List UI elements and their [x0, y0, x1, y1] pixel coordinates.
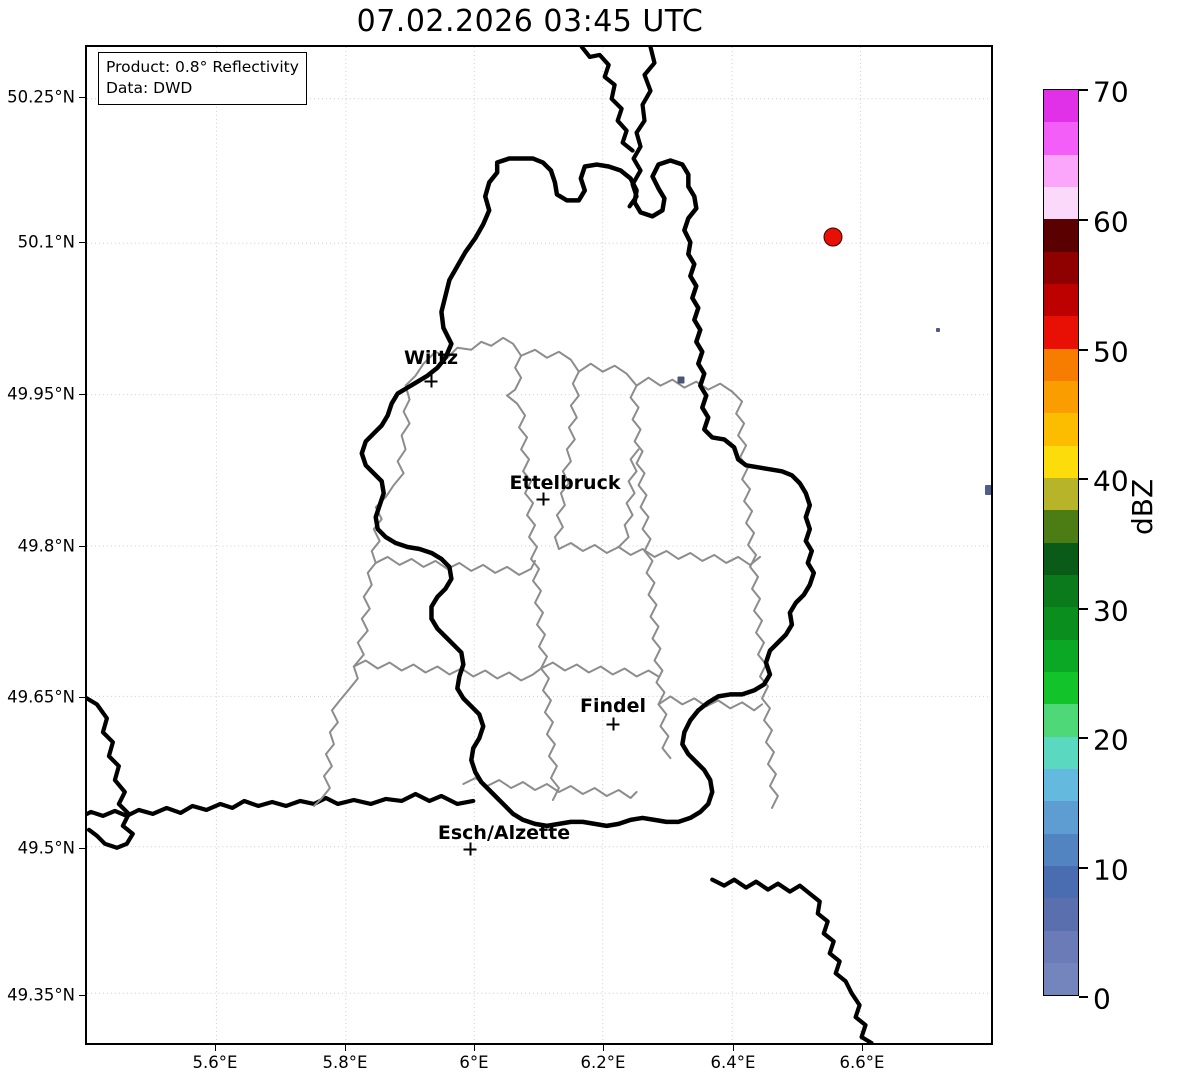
- colorbar-segment: [1044, 477, 1078, 511]
- data-source-line: Data: DWD: [106, 78, 193, 97]
- page-title: 07.02.2026 03:45 UTC: [356, 4, 704, 39]
- colorbar-tick-label: 20: [1093, 723, 1129, 757]
- colorbar-segment: [1044, 898, 1078, 931]
- city-label-findel: Findel: [579, 695, 647, 717]
- colorbar-segment: [1044, 348, 1078, 381]
- latitude-tick-label: 49.35°N: [7, 985, 75, 1005]
- colorbar-segment: [1044, 574, 1078, 608]
- colorbar-segment: [1044, 962, 1078, 996]
- colorbar-segment: [1044, 283, 1078, 317]
- colorbar-segment: [1044, 930, 1078, 963]
- colorbar-segment: [1044, 413, 1078, 446]
- colorbar-tick-label: 60: [1093, 205, 1129, 239]
- longitude-tick-mark: [603, 1045, 604, 1051]
- colorbar-segment: [1044, 154, 1078, 187]
- luxembourg-outline: [359, 156, 817, 829]
- latitude-tick-label: 50.1°N: [17, 232, 75, 252]
- colorbar-segment: [1044, 833, 1078, 866]
- longitude-tick-mark: [215, 1045, 216, 1051]
- product-info-box: Product: 0.8° Reflectivity Data: DWD: [98, 52, 307, 105]
- national-borders: [87, 47, 874, 1043]
- colorbar-tick-mark: [1079, 737, 1088, 739]
- map-canvas: [87, 47, 991, 1043]
- colorbar-segment: [1044, 316, 1078, 349]
- longitude-axis: 5.6°E 5.8°E 6°E 6.2°E 6.4°E 6.6°E: [0, 1045, 1184, 1085]
- city-marker-esch-alzette: [463, 842, 477, 856]
- internal-district-borders: [313, 336, 779, 809]
- colorbar-segment: [1044, 736, 1078, 769]
- longitude-tick-mark: [733, 1045, 734, 1051]
- city-marker-ettelbruck: [536, 492, 550, 506]
- colorbar-segment: [1044, 768, 1078, 802]
- colorbar-segment: [1044, 639, 1078, 672]
- colorbar-tick-mark: [1079, 996, 1088, 998]
- longitude-tick-label: 6.4°E: [710, 1053, 756, 1072]
- city-marker-findel: [606, 717, 620, 731]
- radar-echo-cell: [985, 485, 991, 495]
- radar-echo-cell: [677, 376, 685, 384]
- city-label-ettelbruck: Ettelbruck: [509, 472, 621, 494]
- longitude-tick-label: 6.6°E: [839, 1053, 885, 1072]
- latitude-tick-mark: [79, 242, 85, 243]
- longitude-tick-label: 6°E: [459, 1053, 489, 1072]
- product-line: Product: 0.8° Reflectivity: [106, 58, 299, 76]
- latitude-tick-mark: [79, 848, 85, 849]
- colorbar-tick-label: 0: [1093, 982, 1111, 1016]
- latitude-tick-label: 49.5°N: [17, 838, 75, 858]
- radar-map-plot[interactable]: Wiltz Ettelbruck Findel Esch/Alzette: [85, 45, 993, 1045]
- latitude-tick-label: 50.25°N: [7, 87, 75, 107]
- colorbar-segment: [1044, 251, 1078, 284]
- reflectivity-colorbar[interactable]: [1043, 89, 1079, 996]
- colorbar-tick-label: 70: [1093, 75, 1129, 109]
- colorbar-segment: [1044, 219, 1078, 252]
- longitude-tick-mark: [345, 1045, 346, 1051]
- colorbar-tick-label: 30: [1093, 594, 1129, 628]
- latitude-tick-label: 49.95°N: [7, 384, 75, 404]
- latitude-tick-mark: [79, 546, 85, 547]
- colorbar-segment: [1044, 90, 1078, 123]
- longitude-tick-label: 6.2°E: [580, 1053, 626, 1072]
- colorbar-segment: [1044, 671, 1078, 705]
- latitude-tick-mark: [79, 697, 85, 698]
- colorbar-axis-title: dBZ: [1126, 478, 1159, 535]
- colorbar-segment: [1044, 865, 1078, 899]
- colorbar-tick-mark: [1079, 89, 1088, 91]
- colorbar-tick-mark: [1079, 478, 1088, 480]
- latitude-tick-mark: [79, 97, 85, 98]
- colorbar-segment: [1044, 607, 1078, 640]
- colorbar-segment: [1044, 445, 1078, 478]
- colorbar-segment: [1044, 510, 1078, 543]
- longitude-tick-label: 5.6°E: [192, 1053, 238, 1072]
- colorbar-tick-label: 10: [1093, 853, 1129, 887]
- colorbar-tick-mark: [1079, 867, 1088, 869]
- colorbar-tick-mark: [1079, 608, 1088, 610]
- colorbar-tick-label: 40: [1093, 464, 1129, 498]
- radar-echo-cell: [936, 328, 940, 332]
- city-label-esch-alzette: Esch/Alzette: [437, 822, 571, 844]
- colorbar-tick-label: 50: [1093, 335, 1129, 369]
- latitude-axis: 50.25°N 50.1°N 49.95°N 49.8°N 49.65°N 49…: [0, 0, 85, 1081]
- grid-lines: [87, 47, 991, 1043]
- radar-echo-cell: [823, 227, 843, 247]
- latitude-tick-label: 49.8°N: [17, 536, 75, 556]
- latitude-tick-mark: [79, 394, 85, 395]
- city-marker-wiltz: [424, 374, 438, 388]
- latitude-tick-label: 49.65°N: [7, 687, 75, 707]
- longitude-tick-label: 5.8°E: [322, 1053, 368, 1072]
- colorbar-tick-mark: [1079, 349, 1088, 351]
- latitude-tick-mark: [79, 995, 85, 996]
- colorbar-segment: [1044, 801, 1078, 834]
- colorbar-segment: [1044, 186, 1078, 220]
- colorbar-segment: [1044, 704, 1078, 737]
- colorbar-segment: [1044, 380, 1078, 414]
- colorbar-tick-mark: [1079, 219, 1088, 221]
- colorbar-segment: [1044, 122, 1078, 155]
- longitude-tick-mark: [862, 1045, 863, 1051]
- city-label-wiltz: Wiltz: [403, 347, 459, 369]
- longitude-tick-mark: [474, 1045, 475, 1051]
- colorbar-segment: [1044, 542, 1078, 575]
